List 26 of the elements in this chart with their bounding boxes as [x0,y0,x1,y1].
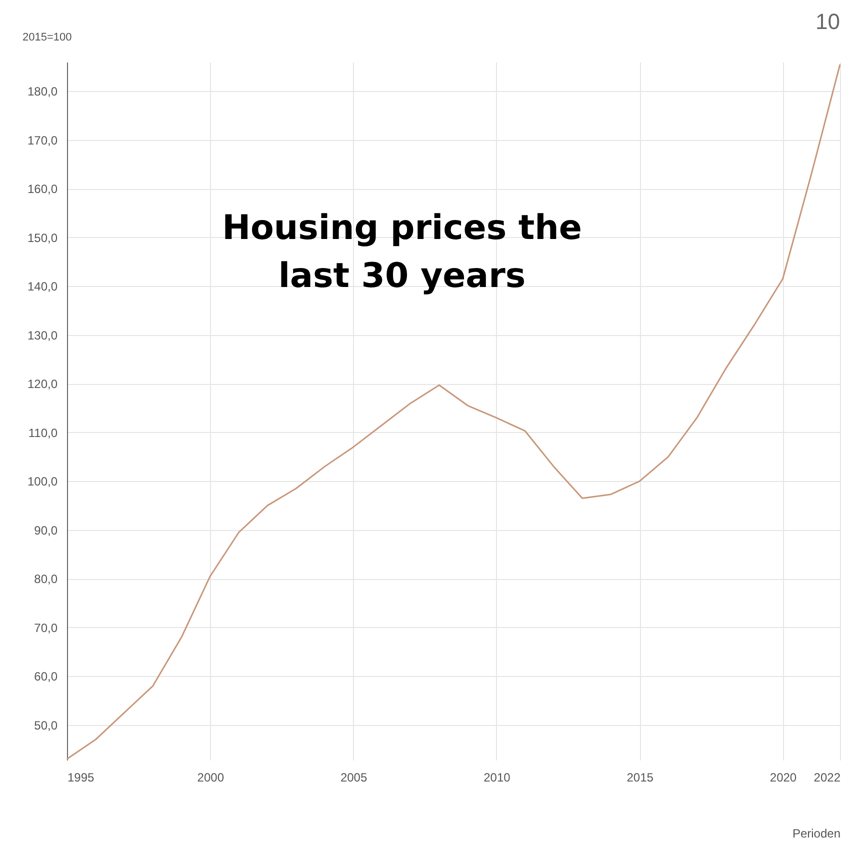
y-tick-label: 150,0 [27,230,58,245]
x-tick-label: 2022 [814,770,841,784]
y-tick-label: 170,0 [27,133,58,148]
x-tick-label: 2000 [197,770,224,784]
y-tick-label: 100,0 [27,474,58,489]
y-tick-label: 160,0 [27,182,58,196]
y-axis-title: 2015=100 [22,32,72,44]
y-tick-label: 50,0 [34,718,58,732]
x-tick-label: 2015 [626,770,654,784]
x-tick-label: 2010 [484,770,511,784]
x-tick-label: 2020 [770,770,797,784]
y-tick-label: 140,0 [27,280,58,294]
y-tick-label: 120,0 [27,377,58,392]
x-axis-title: Perioden [792,826,840,840]
y-tick-label: 110,0 [28,426,58,440]
y-tick-label: 60,0 [34,670,58,684]
y-tick-label: 70,0 [34,620,58,635]
y-tick-label: 80,0 [34,572,58,586]
y-tick-label: 90,0 [34,523,58,538]
y-tick-label: 180,0 [27,84,58,99]
y-tick-label: 130,0 [27,328,58,342]
text: Housing prices the last 30 years [222,208,582,296]
line-series [66,64,841,760]
x-tick-label: 2005 [340,770,368,784]
x-tick-label: 1995 [68,770,95,784]
text: 10 [816,9,840,34]
